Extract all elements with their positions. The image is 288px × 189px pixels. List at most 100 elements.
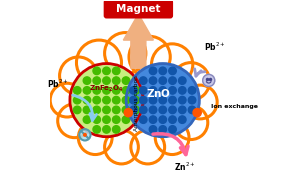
- Circle shape: [73, 87, 81, 94]
- Circle shape: [122, 96, 130, 104]
- Circle shape: [159, 116, 166, 123]
- Circle shape: [159, 67, 166, 75]
- Circle shape: [93, 116, 101, 123]
- Circle shape: [149, 126, 157, 133]
- Circle shape: [179, 96, 186, 104]
- Circle shape: [203, 74, 215, 86]
- Circle shape: [139, 96, 147, 104]
- Circle shape: [78, 121, 112, 155]
- Circle shape: [113, 126, 120, 133]
- Circle shape: [193, 108, 201, 117]
- Circle shape: [169, 96, 176, 104]
- Circle shape: [73, 96, 81, 104]
- Circle shape: [105, 33, 146, 74]
- Circle shape: [129, 36, 170, 78]
- Circle shape: [76, 40, 122, 85]
- Circle shape: [188, 87, 196, 94]
- Circle shape: [149, 67, 157, 75]
- Circle shape: [179, 77, 186, 84]
- Circle shape: [83, 116, 91, 123]
- Circle shape: [122, 106, 130, 114]
- Circle shape: [130, 87, 137, 94]
- Circle shape: [179, 87, 186, 94]
- Circle shape: [50, 83, 84, 117]
- Circle shape: [169, 106, 176, 114]
- Circle shape: [159, 126, 166, 133]
- Circle shape: [149, 96, 157, 104]
- Circle shape: [179, 116, 186, 123]
- Circle shape: [93, 77, 101, 84]
- Circle shape: [93, 106, 101, 114]
- Circle shape: [73, 106, 81, 114]
- Circle shape: [58, 104, 92, 138]
- Circle shape: [124, 108, 132, 117]
- Circle shape: [179, 106, 186, 114]
- Ellipse shape: [66, 63, 201, 141]
- Circle shape: [139, 77, 147, 84]
- Text: Zn$^{2+}$: Zn$^{2+}$: [174, 160, 195, 173]
- Circle shape: [169, 87, 176, 94]
- Circle shape: [151, 44, 193, 85]
- Circle shape: [132, 106, 139, 114]
- Circle shape: [93, 87, 101, 94]
- Circle shape: [159, 96, 166, 104]
- Circle shape: [183, 85, 217, 119]
- Circle shape: [132, 87, 139, 94]
- Circle shape: [113, 96, 120, 104]
- FancyBboxPatch shape: [104, 0, 173, 19]
- Circle shape: [130, 96, 137, 104]
- Circle shape: [113, 87, 120, 94]
- Circle shape: [103, 67, 110, 75]
- Circle shape: [60, 57, 97, 94]
- Circle shape: [70, 64, 143, 137]
- Circle shape: [105, 130, 138, 164]
- Text: $\mathbf{ZnFe_2O_4}$: $\mathbf{ZnFe_2O_4}$: [89, 84, 124, 94]
- Circle shape: [155, 121, 189, 155]
- Circle shape: [103, 126, 110, 133]
- Circle shape: [83, 106, 91, 114]
- Circle shape: [188, 106, 196, 114]
- Circle shape: [131, 130, 165, 164]
- Text: $\mathbf{ZnO}$: $\mathbf{ZnO}$: [146, 87, 172, 99]
- Circle shape: [149, 116, 157, 123]
- Circle shape: [83, 77, 91, 84]
- Text: Amorphous carbon: Amorphous carbon: [134, 75, 139, 131]
- Circle shape: [83, 96, 91, 104]
- Circle shape: [132, 96, 139, 104]
- Circle shape: [113, 67, 120, 75]
- Text: Pb$^{2+}$: Pb$^{2+}$: [204, 40, 225, 53]
- Circle shape: [139, 87, 147, 94]
- Circle shape: [169, 126, 176, 133]
- Circle shape: [159, 77, 166, 84]
- Circle shape: [83, 87, 91, 94]
- Circle shape: [103, 96, 110, 104]
- Circle shape: [149, 106, 157, 114]
- Circle shape: [149, 77, 157, 84]
- Circle shape: [103, 87, 110, 94]
- Circle shape: [113, 106, 120, 114]
- Circle shape: [149, 87, 157, 94]
- Circle shape: [139, 116, 147, 123]
- Circle shape: [103, 77, 110, 84]
- Circle shape: [122, 116, 130, 123]
- Circle shape: [113, 77, 120, 84]
- Circle shape: [159, 87, 166, 94]
- Circle shape: [172, 63, 210, 100]
- Circle shape: [93, 96, 101, 104]
- Circle shape: [169, 77, 176, 84]
- Circle shape: [188, 96, 196, 104]
- Circle shape: [169, 67, 176, 75]
- Circle shape: [130, 106, 137, 114]
- Circle shape: [122, 87, 130, 94]
- Circle shape: [93, 126, 101, 133]
- Circle shape: [126, 64, 199, 137]
- Circle shape: [103, 116, 110, 123]
- Polygon shape: [123, 14, 154, 68]
- Circle shape: [93, 67, 101, 75]
- Text: Pb$^{2+}$: Pb$^{2+}$: [47, 78, 68, 90]
- Circle shape: [174, 106, 208, 139]
- Text: Ion exchange: Ion exchange: [211, 104, 257, 109]
- Circle shape: [139, 106, 147, 114]
- Circle shape: [79, 129, 90, 140]
- Circle shape: [84, 133, 86, 136]
